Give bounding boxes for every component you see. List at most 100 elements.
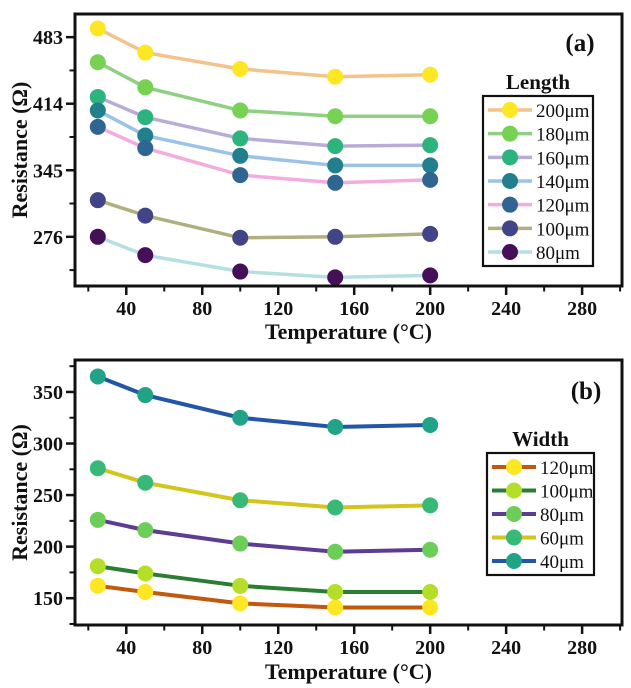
data-point-marker (327, 599, 344, 616)
legend-entry-label: 140μm (536, 172, 590, 193)
legend-entry-marker (502, 244, 518, 260)
data-point-marker (137, 109, 154, 126)
data-point-marker (137, 474, 154, 491)
legend-entry-label: 180μm (536, 125, 590, 146)
data-point-marker (422, 137, 439, 154)
legend-entry-marker (506, 459, 522, 475)
legend-entry-label: 80μm (540, 505, 584, 526)
legend-entry-label: 40μm (540, 552, 584, 573)
data-point-marker (327, 174, 344, 191)
legend-entry-marker (506, 506, 522, 522)
data-point-marker (89, 20, 106, 37)
data-point-marker (89, 192, 106, 209)
plot-frame (73, 358, 624, 627)
data-point-marker (422, 599, 439, 616)
y-tick-label: 250 (33, 485, 63, 507)
data-point-marker (422, 267, 439, 284)
x-tick-label: 40 (116, 298, 136, 320)
legend-entry-label: 100μm (540, 482, 594, 503)
legend-entry-marker (502, 196, 518, 213)
legend-entry-marker (506, 553, 522, 569)
x-tick-label: 120 (263, 298, 293, 320)
y-tick-label: 300 (33, 434, 63, 456)
legend-entry-label: 120μm (536, 196, 590, 217)
legend-entry-marker (506, 482, 522, 499)
legend-title: Width (512, 427, 569, 451)
legend-entry-label: 120μm (540, 458, 594, 479)
legend-entry-label: 60μm (540, 529, 584, 550)
data-point-marker (89, 511, 106, 528)
x-axis-label: Temperature (°C) (265, 319, 432, 344)
y-tick-label: 345 (33, 160, 63, 182)
legend-title: Length (506, 70, 571, 94)
x-tick-label: 80 (192, 637, 212, 659)
data-point-marker (137, 584, 154, 601)
data-point-marker (327, 269, 344, 286)
x-tick-label: 240 (491, 298, 521, 320)
data-point-marker (327, 584, 344, 601)
data-point-marker (232, 167, 249, 184)
data-point-marker (422, 584, 439, 601)
legend-entry-marker (502, 149, 518, 166)
data-point-marker (89, 368, 106, 385)
legend-entry-label: 80μm (536, 243, 580, 264)
x-tick-label: 240 (491, 637, 521, 659)
x-tick-label: 80 (192, 298, 212, 320)
legend-entry-marker (502, 220, 518, 237)
data-point-marker (137, 565, 154, 582)
legend-entry-marker (502, 173, 518, 189)
data-point-marker (89, 118, 106, 135)
x-tick-label: 160 (339, 637, 369, 659)
data-point-marker (89, 577, 106, 594)
data-point-marker (232, 492, 249, 509)
data-point-marker (327, 228, 344, 245)
y-tick-label: 200 (33, 537, 63, 559)
data-point-marker (137, 522, 154, 539)
data-point-marker (422, 66, 439, 83)
data-point-marker (89, 54, 106, 71)
data-point-marker (422, 541, 439, 558)
data-point-marker (327, 68, 344, 85)
panel-label: (b) (571, 378, 602, 405)
y-tick-label: 276 (33, 227, 63, 249)
data-point-marker (232, 595, 249, 612)
data-point-marker (327, 108, 344, 125)
data-point-marker (327, 157, 344, 174)
data-point-marker (232, 409, 249, 426)
data-point-marker (137, 140, 154, 157)
data-point-marker (422, 171, 439, 188)
data-point-marker (327, 543, 344, 560)
data-point-marker (137, 387, 154, 404)
data-point-marker (422, 157, 439, 174)
data-point-marker (232, 577, 249, 594)
data-point-marker (137, 79, 154, 96)
data-point-marker (89, 102, 106, 119)
data-point-marker (422, 416, 439, 433)
x-tick-label: 40 (116, 637, 136, 659)
data-point-marker (137, 207, 154, 224)
legend-entry-marker (502, 102, 518, 118)
data-point-marker (327, 138, 344, 155)
x-axis-label: Temperature (°C) (265, 659, 432, 684)
data-point-marker (232, 229, 249, 246)
legend-entry-marker (506, 529, 522, 546)
data-point-marker (89, 228, 106, 245)
chart-panel-b: 40 80 120 160 200 240 280 150 200 250 300 350 Width 1… (7, 358, 624, 684)
plot-frame (73, 12, 624, 288)
y-tick-label: 150 (33, 588, 63, 610)
data-point-marker (232, 147, 249, 164)
x-tick-label: 280 (567, 637, 597, 659)
data-point-marker (232, 60, 249, 77)
legend-entry-label: 200μm (536, 101, 590, 122)
data-point-marker (232, 102, 249, 119)
data-point-marker (89, 460, 106, 477)
x-tick-label: 160 (339, 298, 369, 320)
chart-panel-a: 40 80 120 160 200 240 280 276 345 414 483 Length 200… (7, 12, 624, 344)
data-point-marker (89, 88, 106, 105)
data-point-marker (137, 44, 154, 61)
legend-entry-label: 100μm (536, 219, 590, 240)
data-point-marker (232, 130, 249, 147)
x-tick-label: 200 (415, 637, 445, 659)
data-point-marker (422, 108, 439, 125)
